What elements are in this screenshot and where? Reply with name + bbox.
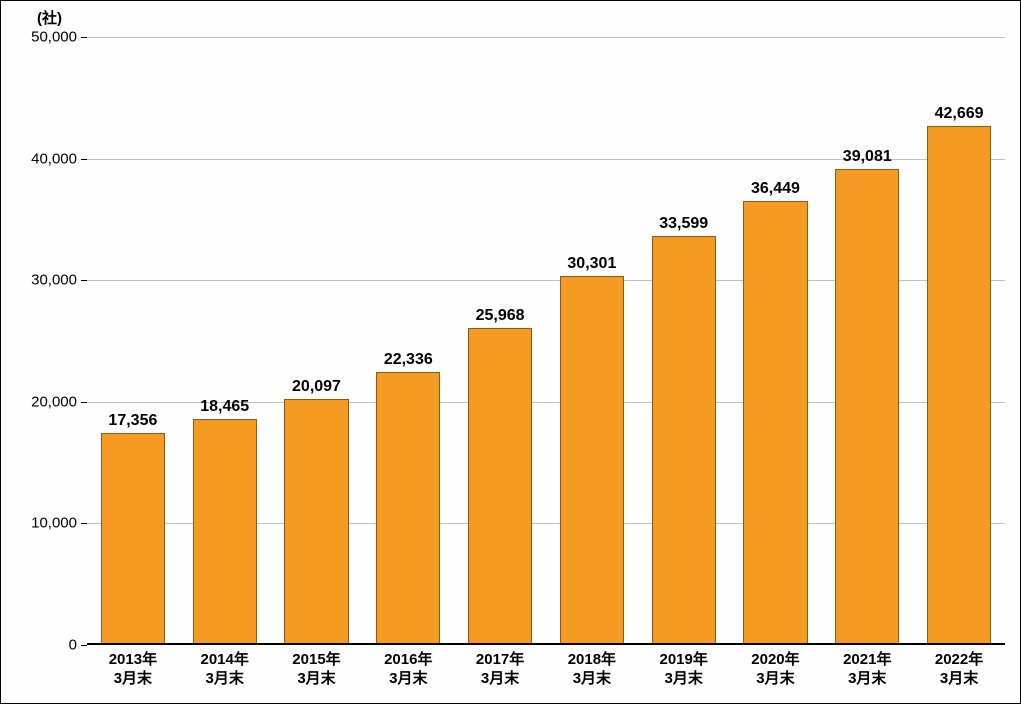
bar: 18,465 bbox=[193, 419, 257, 643]
bar-slot: 33,599 bbox=[638, 37, 730, 643]
bar-slot: 20,097 bbox=[271, 37, 363, 643]
bar: 42,669 bbox=[927, 126, 991, 643]
x-tick-label: 2016年3月末 bbox=[362, 645, 454, 689]
bar-value-label: 33,599 bbox=[659, 215, 708, 233]
x-tick-labels: 2013年3月末2014年3月末2015年3月末2016年3月末2017年3月末… bbox=[87, 645, 1005, 689]
x-tick-label: 2021年3月末 bbox=[821, 645, 913, 689]
bar-value-label: 39,081 bbox=[843, 148, 892, 166]
bar: 39,081 bbox=[835, 169, 899, 643]
y-tick-label: 10,000 bbox=[1, 515, 77, 532]
bar-slot: 18,465 bbox=[179, 37, 271, 643]
bar-value-label: 17,356 bbox=[108, 412, 157, 430]
bar: 17,356 bbox=[101, 433, 165, 643]
bar-slot: 36,449 bbox=[730, 37, 822, 643]
x-tick-label: 2015年3月末 bbox=[271, 645, 363, 689]
bar-value-label: 25,968 bbox=[476, 307, 525, 325]
y-axis-unit: (社) bbox=[37, 7, 62, 28]
bar: 33,599 bbox=[652, 236, 716, 643]
bar: 20,097 bbox=[284, 399, 348, 643]
bar-value-label: 42,669 bbox=[935, 105, 984, 123]
bar-slot: 22,336 bbox=[362, 37, 454, 643]
bar-value-label: 36,449 bbox=[751, 180, 800, 198]
y-tick-label: 30,000 bbox=[1, 272, 77, 289]
bar-slot: 39,081 bbox=[821, 37, 913, 643]
bar-value-label: 30,301 bbox=[567, 255, 616, 273]
x-tick-label: 2014年3月末 bbox=[179, 645, 271, 689]
bar-slot: 17,356 bbox=[87, 37, 179, 643]
bar: 25,968 bbox=[468, 328, 532, 643]
bar-slot: 30,301 bbox=[546, 37, 638, 643]
bar: 30,301 bbox=[560, 276, 624, 643]
bar-slot: 42,669 bbox=[913, 37, 1005, 643]
x-tick-label: 2020年3月末 bbox=[730, 645, 822, 689]
x-tick-label: 2022年3月末 bbox=[913, 645, 1005, 689]
bar-value-label: 20,097 bbox=[292, 378, 341, 396]
x-tick-label: 2019年3月末 bbox=[638, 645, 730, 689]
bar: 36,449 bbox=[743, 201, 807, 643]
y-tick-label: 50,000 bbox=[1, 29, 77, 46]
bar-value-label: 18,465 bbox=[200, 398, 249, 416]
plot-area: 17,356 18,465 20,097 22,336 25,968 30,301 33,5… bbox=[87, 37, 1005, 645]
bar: 22,336 bbox=[376, 372, 440, 643]
y-tick-label: 20,000 bbox=[1, 393, 77, 410]
y-tick-label: 0 bbox=[1, 637, 77, 654]
x-tick-label: 2017年3月末 bbox=[454, 645, 546, 689]
bar-slot: 25,968 bbox=[454, 37, 546, 643]
x-tick-label: 2013年3月末 bbox=[87, 645, 179, 689]
bars-group: 17,356 18,465 20,097 22,336 25,968 30,301 33,5… bbox=[87, 37, 1005, 643]
bar-chart: (社) 17,356 18,465 20,097 22,336 25,968 30,301… bbox=[1, 1, 1021, 705]
y-tick-label: 40,000 bbox=[1, 150, 77, 167]
bar-value-label: 22,336 bbox=[384, 351, 433, 369]
x-tick-label: 2018年3月末 bbox=[546, 645, 638, 689]
